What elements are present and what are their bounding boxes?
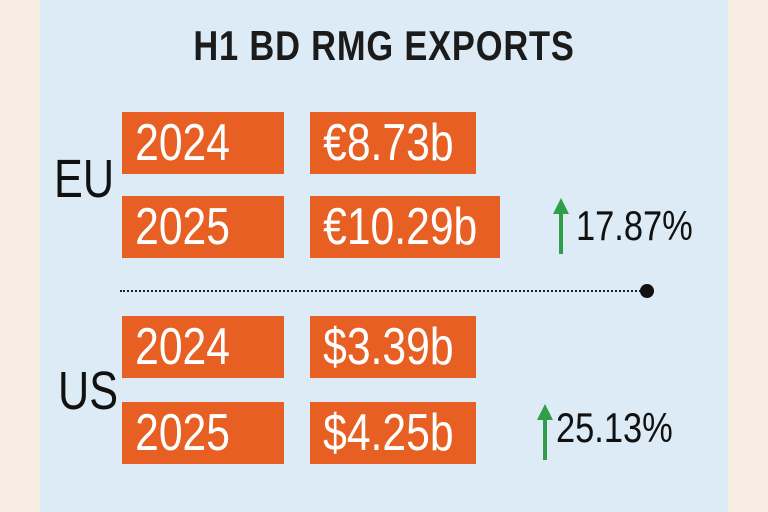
divider-dot: [640, 284, 654, 298]
year-box-eu-2024: 2024: [122, 112, 284, 174]
year-box-eu-2025: 2025: [122, 196, 284, 258]
value-bar-us-2025: $4.25b: [310, 402, 476, 464]
infographic-panel: H1 BD RMG EXPORTS EU 2024 2025 €8.73b €1…: [40, 0, 728, 512]
up-arrow-icon: [537, 404, 553, 460]
value-bar-us-2024: $3.39b: [310, 316, 476, 378]
section-divider: [120, 290, 645, 292]
value-bar-eu-2024: €8.73b: [310, 112, 476, 174]
year-box-us-2025: 2025: [122, 402, 284, 464]
chart-title: H1 BD RMG EXPORTS: [193, 22, 575, 69]
region-label-us: US: [58, 361, 119, 421]
change-label-eu: 17.87%: [576, 202, 693, 249]
year-box-us-2024: 2024: [122, 316, 284, 378]
change-label-us: 25.13%: [556, 404, 673, 451]
value-bar-eu-2025: €10.29b: [310, 196, 500, 258]
up-arrow-icon: [553, 198, 569, 254]
region-label-eu: EU: [54, 149, 115, 209]
